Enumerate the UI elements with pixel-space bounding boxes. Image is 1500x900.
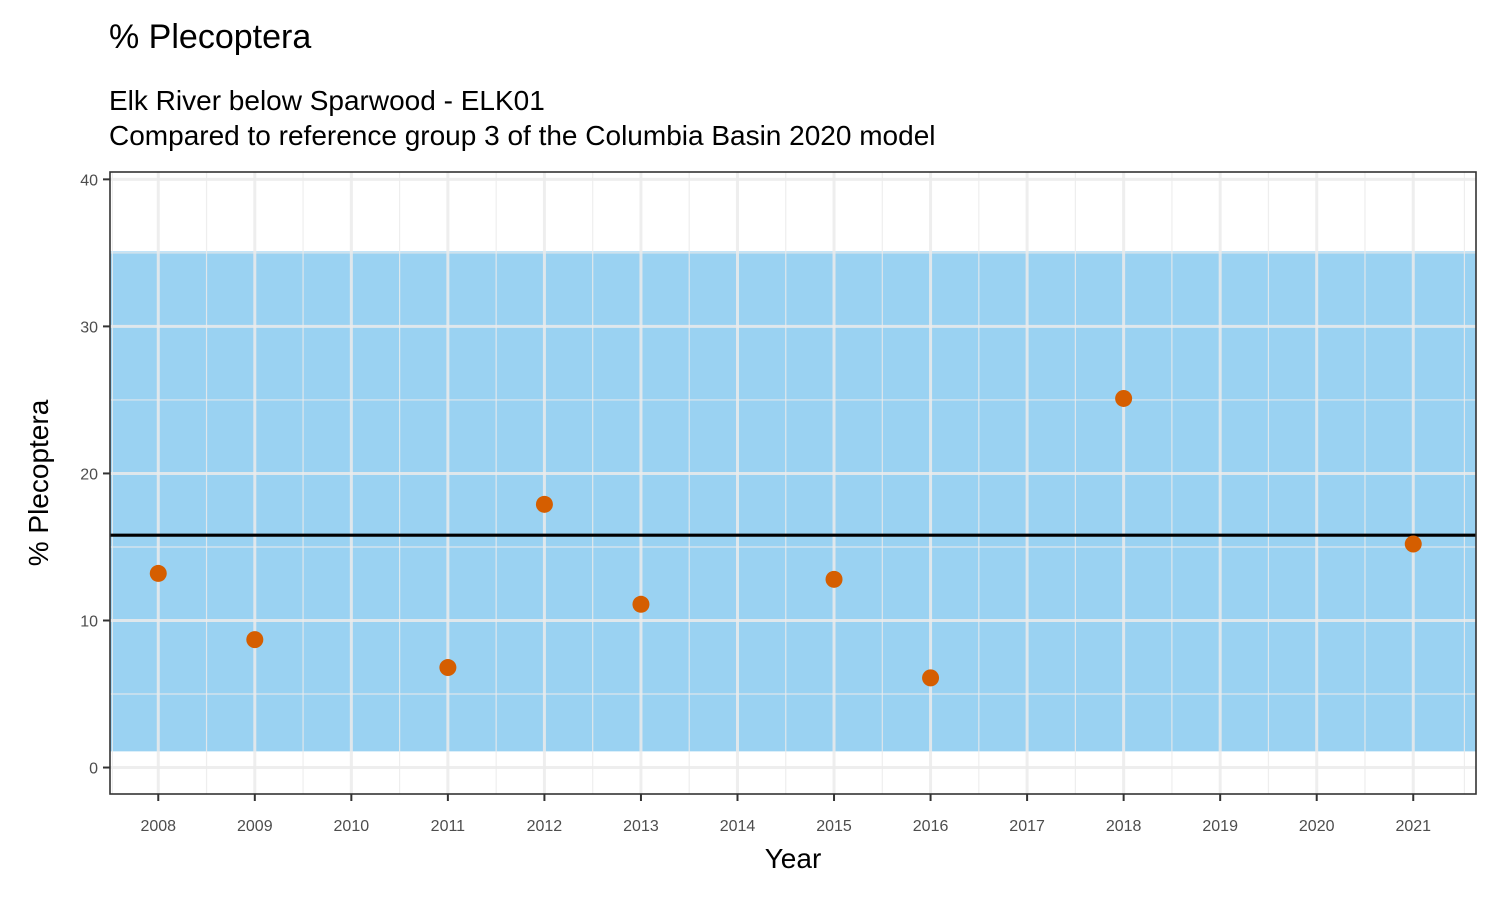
x-tick-label: 2008 bbox=[140, 818, 176, 835]
data-point bbox=[1404, 535, 1422, 553]
x-tick-label: 2021 bbox=[1395, 818, 1431, 835]
x-tick-label: 2013 bbox=[623, 818, 659, 835]
subtitle-line-reference: Compared to reference group 3 of the Col… bbox=[109, 120, 936, 151]
y-tick-label: 10 bbox=[80, 613, 98, 630]
axes: 0 10 20 30 40 2008 2009 2010 2011 2012 2013 2014 201… bbox=[80, 171, 1477, 835]
x-tick-label: 2016 bbox=[913, 818, 949, 835]
x-tick-label: 2011 bbox=[431, 818, 466, 835]
y-tick-label: 40 bbox=[80, 172, 98, 189]
x-tick-label: 2009 bbox=[237, 818, 273, 835]
x-axis-title: Year bbox=[765, 843, 822, 874]
data-point bbox=[535, 495, 553, 513]
grid-layer bbox=[110, 172, 1476, 794]
x-tick-label: 2010 bbox=[334, 818, 370, 835]
reference-band bbox=[110, 251, 1476, 752]
y-tick-label: 0 bbox=[89, 761, 98, 778]
data-point bbox=[246, 631, 264, 649]
panel-border bbox=[109, 171, 1477, 795]
x-tick-label: 2017 bbox=[1009, 818, 1045, 835]
x-tick-label: 2019 bbox=[1202, 818, 1238, 835]
x-tick-label: 2015 bbox=[816, 818, 852, 835]
data-point bbox=[825, 570, 843, 588]
y-tick-label: 20 bbox=[80, 466, 98, 483]
data-point bbox=[632, 595, 650, 613]
x-tick-label: 2020 bbox=[1299, 818, 1335, 835]
x-tick-label: 2012 bbox=[527, 818, 563, 835]
y-axis-title: % Plecoptera bbox=[23, 399, 54, 566]
data-point bbox=[439, 659, 457, 677]
subtitle-line-site: Elk River below Sparwood - ELK01 bbox=[109, 85, 545, 116]
data-point bbox=[149, 564, 167, 582]
data-point bbox=[922, 669, 940, 687]
chart-title: % Plecoptera bbox=[109, 18, 312, 56]
y-tick-label: 30 bbox=[80, 319, 98, 336]
data-points bbox=[149, 389, 1422, 687]
reference-band-layer bbox=[110, 251, 1476, 752]
data-point bbox=[1115, 389, 1133, 407]
chart-subtitle: Elk River below Sparwood - ELK01 Compare… bbox=[109, 83, 936, 153]
x-tick-label: 2014 bbox=[720, 818, 756, 835]
x-tick-label: 2018 bbox=[1106, 818, 1142, 835]
